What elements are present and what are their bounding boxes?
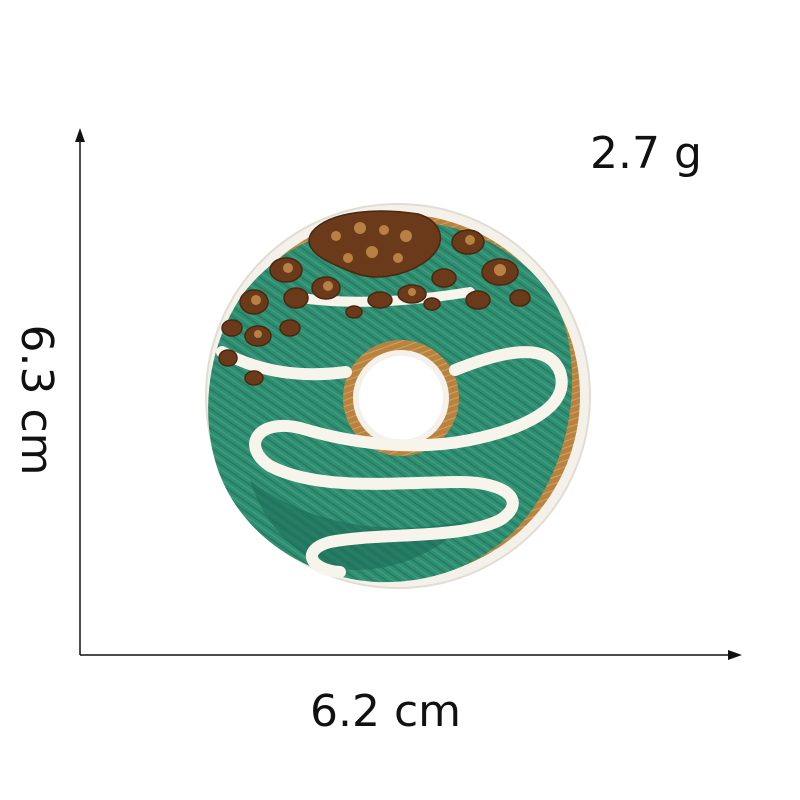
- icing-shadow: [250, 480, 470, 570]
- crumb-highlight: [343, 253, 353, 263]
- crumb: [279, 319, 301, 337]
- height-label: 6.3 cm: [11, 324, 62, 476]
- crumb: [431, 268, 457, 288]
- weight-label: 2.7 g: [590, 128, 702, 179]
- crumb-highlight: [393, 253, 403, 263]
- crumb: [218, 349, 238, 367]
- crumb-highlight: [494, 264, 506, 276]
- crumb-highlight: [323, 281, 333, 291]
- crumb-highlight: [283, 263, 293, 273]
- crumb: [367, 291, 393, 309]
- crumb-highlight: [465, 235, 475, 245]
- crumb: [283, 287, 309, 309]
- crumb-highlights: [251, 222, 506, 338]
- crumb-highlight: [251, 295, 261, 305]
- crumb-highlight: [354, 222, 366, 234]
- width-label: 6.2 cm: [310, 686, 462, 737]
- crumb-cluster-top: [308, 210, 442, 278]
- crumb-highlight: [408, 288, 416, 296]
- arrow-up-icon: [75, 128, 85, 142]
- crumb: [423, 297, 441, 311]
- crumb-highlight: [400, 230, 412, 242]
- crumb-highlight: [331, 231, 341, 241]
- crumb: [345, 305, 363, 319]
- crumb: [465, 290, 491, 310]
- crumb-highlight: [379, 225, 389, 235]
- crumb: [509, 289, 531, 307]
- crumb: [244, 370, 264, 386]
- arrow-right-icon: [728, 650, 742, 660]
- donut-hole: [359, 356, 443, 440]
- donut-patch: [205, 203, 591, 589]
- crumb-highlight: [254, 330, 262, 338]
- crumb: [221, 319, 243, 337]
- crumb-highlight: [366, 246, 378, 258]
- chocolate-crumbs: [218, 210, 531, 386]
